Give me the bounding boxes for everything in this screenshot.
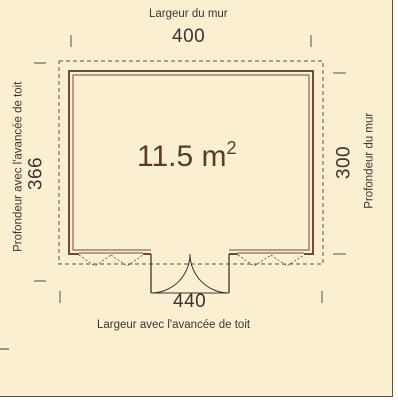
bottom-dimension-value: 440: [173, 291, 207, 312]
right-dimension-value: 300: [333, 145, 355, 180]
floor-area: 11.5 m2: [137, 139, 237, 173]
double-door: [150, 253, 230, 294]
top-caption: Largeur du mur: [149, 8, 228, 20]
window-right: [237, 248, 305, 267]
floor-area-exponent: 2: [226, 138, 237, 158]
top-dimension-value: 400: [172, 26, 206, 47]
door-gap: [151, 248, 229, 257]
bottom-caption: Largeur avec l'avancée de toit: [97, 319, 251, 331]
left-dimension-value: 366: [25, 156, 47, 191]
floor-plan-panel: [0, 0, 393, 397]
window-left: [78, 248, 144, 267]
right-caption: Profondeur du mur: [363, 112, 376, 209]
left-caption: Profondeur avec l'avancée de toit: [12, 81, 25, 252]
floor-area-value: 11.5 m: [137, 140, 227, 173]
